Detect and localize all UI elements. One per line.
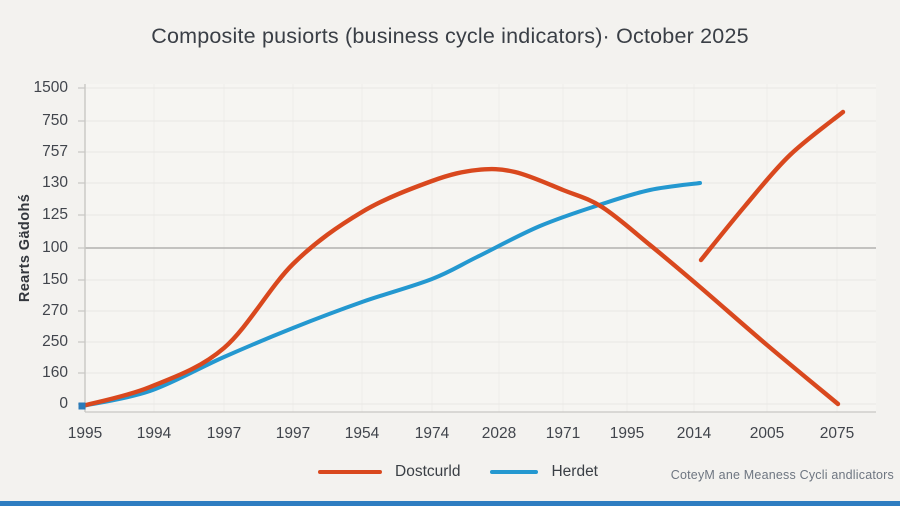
chart-source-caption: CoteyM ane Meaness Cycli andlicators bbox=[670, 468, 894, 482]
legend-line-swatch-orange bbox=[318, 470, 382, 474]
y-tick-label: 1500 bbox=[33, 79, 68, 96]
chart-legend: Dostcurld Herdet bbox=[8, 463, 900, 481]
x-tick-label: 1997 bbox=[275, 425, 311, 442]
y-tick-label: 125 bbox=[42, 206, 68, 223]
legend-label: Herdet bbox=[551, 463, 598, 480]
y-tick-label: 750 bbox=[42, 112, 68, 129]
x-tick-label: 2014 bbox=[676, 425, 712, 442]
footer-accent-bar bbox=[0, 501, 900, 506]
x-tick-label: 1954 bbox=[344, 425, 380, 442]
x-tick-label: 1974 bbox=[414, 425, 450, 442]
legend-label: Dostcurld bbox=[395, 463, 461, 480]
legend-item-herdet: Herdet bbox=[490, 463, 598, 481]
x-tick-label: 1997 bbox=[206, 425, 242, 442]
y-tick-label: 160 bbox=[42, 364, 68, 381]
x-tick-label: 2028 bbox=[481, 425, 517, 442]
legend-item-dostcurld: Dostcurld bbox=[318, 463, 460, 481]
y-tick-label: 270 bbox=[42, 302, 68, 319]
x-tick-label: 1995 bbox=[609, 425, 645, 442]
legend-line-swatch-blue bbox=[490, 470, 539, 474]
x-tick-label: 2075 bbox=[819, 425, 855, 442]
y-tick-label: 0 bbox=[59, 395, 68, 412]
x-tick-label: 2005 bbox=[749, 425, 785, 442]
x-tick-label: 1995 bbox=[67, 425, 103, 442]
y-tick-label: 100 bbox=[42, 239, 68, 256]
y-tick-label: 150 bbox=[42, 271, 68, 288]
y-tick-label: 250 bbox=[42, 333, 68, 350]
y-tick-label: 130 bbox=[42, 174, 68, 191]
x-tick-label: 1994 bbox=[136, 425, 172, 442]
chart-title: Composite pusiorts (business cycle indic… bbox=[151, 24, 749, 48]
y-tick-label: 757 bbox=[42, 143, 68, 160]
x-tick-label: 1971 bbox=[545, 425, 581, 442]
